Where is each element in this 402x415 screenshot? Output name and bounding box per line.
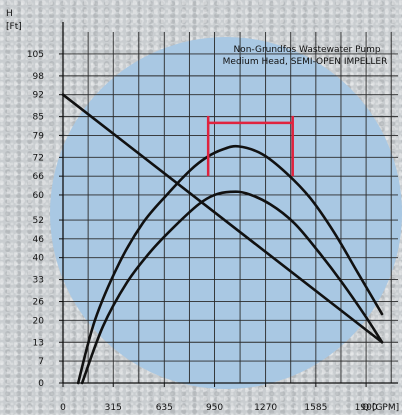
system-curve-line: [61, 93, 384, 344]
y-tick-label: 85: [33, 113, 44, 123]
x-tick-label: 315: [105, 403, 122, 413]
pump-curve-line-2: [80, 190, 384, 385]
background-circle: [50, 37, 402, 389]
y-axis-label: H: [6, 9, 13, 19]
axes: 0 7 13 20 26 33 40 46 52 60 66 72 79 85 92 98 105 0 315 635…: [27, 22, 398, 413]
x-tick-label: 1900: [355, 403, 378, 413]
y-tick-label: 40: [33, 254, 45, 264]
x-tick-label: 1270: [254, 403, 277, 413]
y-tick-label: 60: [33, 191, 45, 201]
y-axis-unit: [Ft]: [6, 22, 22, 32]
x-tick-label: 635: [156, 403, 173, 413]
range-marker: [206, 115, 294, 177]
chart-subtitle: Medium Head, SEMI-OPEN IMPELLER: [223, 57, 388, 67]
y-tick-label: 20: [33, 316, 45, 326]
y-tick-label: 26: [33, 298, 45, 308]
y-tick-label: 33: [33, 276, 44, 286]
y-tick-label: 98: [33, 72, 45, 82]
curves: [61, 93, 384, 385]
y-tick-label: 105: [27, 50, 44, 60]
x-tick-label: 0: [60, 403, 66, 413]
y-tick-label: 52: [33, 216, 44, 226]
y-tick-label: 46: [33, 235, 45, 245]
y-tick-label: 92: [33, 91, 44, 101]
x-axis-label: Q [GPM]: [362, 403, 399, 413]
pump-curve-line-1: [76, 144, 384, 385]
x-tick-label: 950: [206, 403, 223, 413]
x-tick-label: 1585: [304, 403, 327, 413]
y-tick-label: 0: [38, 379, 44, 389]
y-tick-label: 79: [33, 131, 45, 141]
chart-title: Non-Grundfos Wastewater Pump: [233, 45, 380, 55]
y-tick-label: 66: [33, 172, 45, 182]
y-tick-label: 72: [33, 153, 44, 163]
y-tick-label: 13: [33, 338, 44, 348]
grid: [63, 32, 398, 383]
y-tick-label: 7: [38, 357, 44, 367]
